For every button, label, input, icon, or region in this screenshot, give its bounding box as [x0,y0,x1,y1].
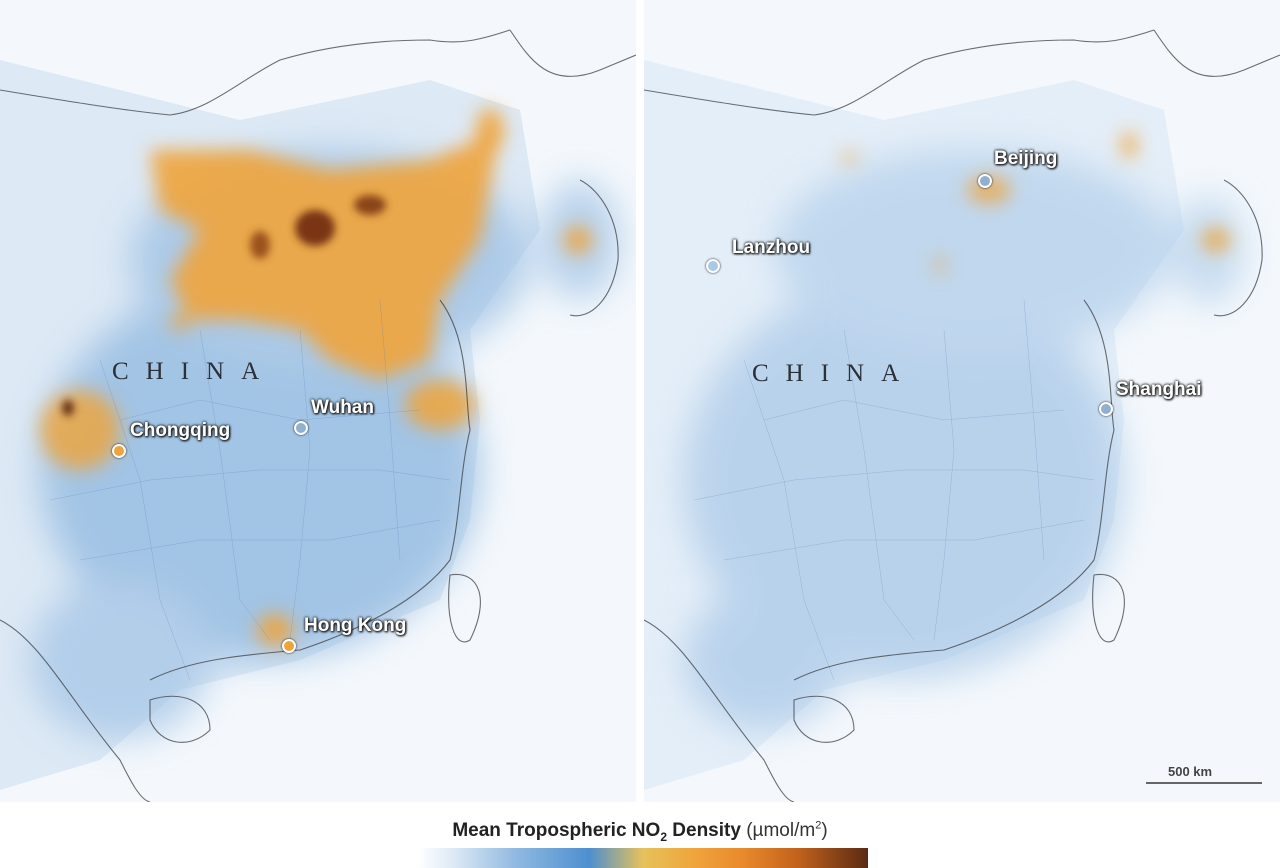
legend-unit-superscript: 2 [815,820,822,832]
map-panel-right: CHINA Beijing Lanzhou Shanghai [644,0,1280,802]
city-marker-wuhan [294,421,308,435]
city-marker-hong-kong [282,639,296,653]
legend-unit-suffix: ) [821,820,828,842]
city-marker-beijing [978,174,992,188]
country-label-china: CHINA [752,360,917,387]
city-label-beijing: Beijing [994,148,1058,169]
low-density-haze [684,150,1244,730]
boundary-lines [644,29,1280,802]
no2-map-left [0,0,636,802]
legend-color-bar [418,848,868,868]
city-label-wuhan: Wuhan [311,397,374,418]
legend-title-subscript: 2 [660,830,667,845]
city-label-lanzhou: Lanzhou [732,237,811,258]
city-label-shanghai: Shanghai [1116,379,1202,400]
city-label-hong-kong: Hong Kong [304,615,407,636]
map-panel-left: CHINA Chongqing Wuhan Hong Kong [0,0,636,802]
high-density-plume [40,108,592,646]
city-marker-lanzhou [706,259,720,273]
city-marker-chongqing [112,444,126,458]
scale-bar: 500 km [1146,764,1262,784]
no2-map-right [644,0,1280,802]
city-marker-shanghai [1099,402,1113,416]
scale-bar-label: 500 km [1168,764,1213,779]
road-network [693,299,1095,681]
boundary-lines [0,29,636,802]
legend-title-suffix: Density [667,820,741,842]
legend-unit-prefix: (µmol/m [746,820,816,842]
country-label-china: CHINA [112,358,277,385]
legend-title-prefix: Mean Tropospheric NO [452,820,661,842]
scale-bar-line [1146,782,1262,784]
extreme-density-core [62,195,386,416]
city-label-chongqing: Chongqing [130,420,231,441]
road-network [49,299,451,681]
legend-title: Mean Tropospheric NO2 Density (µmol/m2) [0,820,1280,844]
